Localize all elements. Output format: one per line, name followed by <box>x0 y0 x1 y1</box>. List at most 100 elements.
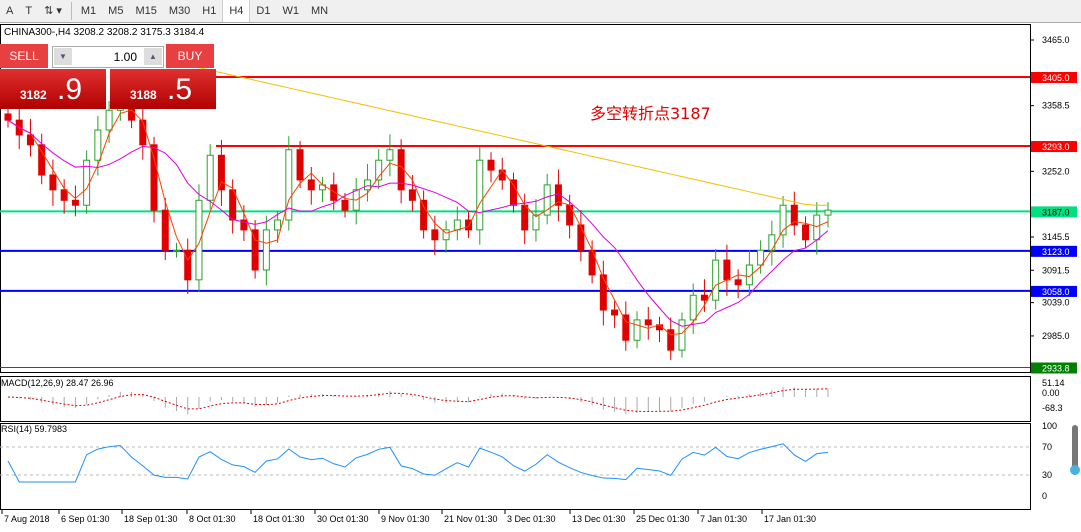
macd-tick-label: 51.14 <box>1042 378 1065 388</box>
rsi-tick-label: 100 <box>1042 421 1057 431</box>
candle-body <box>49 174 57 191</box>
x-tick-label: 3 Dec 01:30 <box>507 514 556 524</box>
candle-body <box>824 209 832 216</box>
sell-price-pips: .9 <box>57 73 83 106</box>
candle-body <box>611 309 619 316</box>
candle-body <box>599 274 607 311</box>
rsi-line <box>7 443 829 483</box>
sell-button[interactable]: 3182 .9 <box>0 69 106 109</box>
candle-body <box>217 154 225 191</box>
candle-body <box>341 199 349 211</box>
candle-body <box>431 229 439 241</box>
candle-body <box>678 319 686 351</box>
x-tick-label: 7 Jan 01:30 <box>700 514 747 524</box>
candle-body <box>700 294 708 301</box>
rsi-tick-label: 0 <box>1042 491 1047 501</box>
text-tool-button[interactable]: A <box>6 5 14 17</box>
candle-body <box>375 159 383 181</box>
level-price-badge <box>1031 285 1077 297</box>
annotation-text: 多空转折点3187 <box>590 104 711 123</box>
rsi-tick-label: 70 <box>1042 442 1052 452</box>
y-tick-label: 3465.0 <box>1042 35 1070 45</box>
buy-price-main: 3188 <box>130 88 157 102</box>
x-tick-label: 9 Nov 01:30 <box>381 514 430 524</box>
level-price-label: 3405.0 <box>1042 73 1070 83</box>
candle-body <box>622 314 630 341</box>
tf-h1[interactable]: H1 <box>202 5 217 17</box>
x-tick-label: 30 Oct 01:30 <box>317 514 369 524</box>
level-price-badge <box>1031 141 1077 153</box>
tf-m5[interactable]: M5 <box>108 5 124 17</box>
sma-mid-line <box>7 119 829 327</box>
candle-body <box>442 229 450 241</box>
lot-size-input[interactable]: ▼ 1.00 ▲ <box>52 46 164 68</box>
candle-body <box>274 219 282 231</box>
candle-body <box>161 209 169 251</box>
text-label-tool-button[interactable]: T <box>25 5 33 17</box>
candle-body <box>71 199 79 206</box>
lot-value: 1.00 <box>113 50 137 64</box>
level-price-badge <box>1031 206 1077 218</box>
tf-mn[interactable]: MN <box>310 5 329 17</box>
tf-m30[interactable]: M30 <box>168 5 191 17</box>
candle-body <box>150 144 158 211</box>
level-price-badge <box>1031 71 1077 83</box>
candle-body <box>251 229 259 271</box>
candle-body <box>689 294 697 321</box>
rsi-label: RSI(14) 59.7983 <box>1 424 68 434</box>
rsi-tick-label: 30 <box>1042 470 1052 480</box>
tf-m15[interactable]: M15 <box>135 5 157 17</box>
tf-d1[interactable]: D1 <box>256 5 271 17</box>
candle-body <box>195 199 203 281</box>
candle-body <box>577 224 585 251</box>
y-tick-label: 2985.0 <box>1042 331 1070 341</box>
candle-body <box>172 249 180 252</box>
candle-body <box>790 204 798 226</box>
divider <box>70 2 72 20</box>
candle-body <box>813 214 821 241</box>
buy-button[interactable]: 3188 .5 <box>110 69 216 109</box>
level-price-label: 3123.0 <box>1042 247 1070 257</box>
macd-signal-line <box>7 388 829 413</box>
candle-body <box>307 179 315 191</box>
candle-body <box>26 134 34 146</box>
tf-w1[interactable]: W1 <box>282 5 299 17</box>
buy-label[interactable]: BUY <box>166 44 214 68</box>
candle-body <box>588 249 596 276</box>
candle-body <box>757 249 765 266</box>
candle-body <box>509 179 517 206</box>
candle-body <box>543 184 551 216</box>
candle-body <box>330 184 338 201</box>
x-tick-label: 7 Aug 2018 <box>4 514 50 524</box>
candle-body <box>712 259 720 301</box>
price-chart[interactable]: 3465.0 3358.5 3252.0 3145.5 3091.5 3039.0 2985… <box>0 23 1081 532</box>
candle-body <box>521 204 529 231</box>
candle-body <box>38 144 46 176</box>
tf-m1[interactable]: M1 <box>80 5 97 17</box>
sell-label[interactable]: SELL <box>0 44 48 68</box>
candle-body <box>94 129 102 161</box>
candle-body <box>734 279 742 286</box>
candle-body <box>285 149 293 221</box>
tf-h4[interactable]: H4 <box>222 0 251 22</box>
lot-decrease-icon[interactable]: ▼ <box>54 48 72 65</box>
candle-body <box>802 224 810 241</box>
candle-body <box>184 249 192 281</box>
level-price-badge <box>1031 362 1077 374</box>
candle-body <box>4 113 12 121</box>
candle-body <box>465 219 473 231</box>
macd-tick-label: -68.3 <box>1042 403 1063 413</box>
macd-label: MACD(12,26,9) 28.47 26.96 <box>1 378 114 388</box>
toolbar: A T ⇅ ▾ M1 M5 M15 M30 H1 H4 D1 W1 MN <box>0 0 1081 23</box>
macd-panel-frame <box>0 376 1031 422</box>
arrows-tool-icon[interactable]: ⇅ ▾ <box>44 5 62 17</box>
scroll-handle <box>1072 425 1078 475</box>
candle-body <box>386 149 394 161</box>
candle-body <box>667 329 675 351</box>
candle-body <box>240 219 248 231</box>
lot-increase-icon[interactable]: ▲ <box>144 48 162 65</box>
candle-body <box>723 259 731 281</box>
candle-body <box>229 189 237 221</box>
candle-body <box>532 214 540 231</box>
candle-body <box>498 169 506 181</box>
